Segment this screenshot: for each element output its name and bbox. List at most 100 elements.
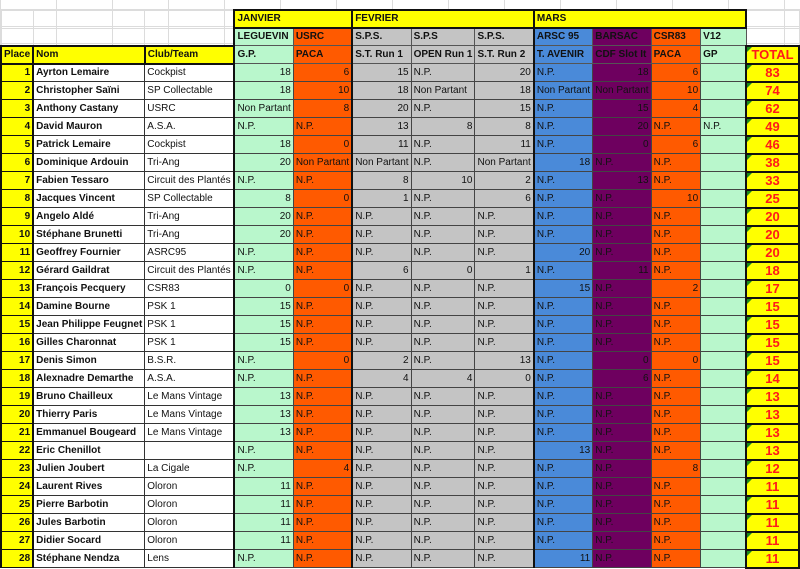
score-cell[interactable]: N.P.: [650, 369, 702, 388]
place-cell[interactable]: 20: [0, 405, 35, 424]
score-cell[interactable]: 15: [233, 333, 294, 352]
score-cell[interactable]: N.P.: [233, 351, 294, 370]
total-cell[interactable]: 62: [745, 98, 800, 119]
place-cell[interactable]: 21: [0, 423, 35, 442]
score-cell[interactable]: N.P.: [351, 333, 412, 352]
place-cell[interactable]: 24: [0, 477, 35, 496]
club-cell[interactable]: A.S.A.: [144, 117, 235, 136]
score-cell[interactable]: 15: [233, 315, 294, 334]
score-cell[interactable]: N.P.: [592, 441, 652, 460]
empty-cell[interactable]: [32, 27, 146, 46]
score-cell[interactable]: N.P.: [592, 459, 652, 478]
score-cell[interactable]: Non Partant: [532, 81, 594, 100]
score-cell[interactable]: 13: [474, 351, 535, 370]
name-cell[interactable]: Pierre Barbotin: [32, 495, 146, 514]
score-cell[interactable]: [700, 63, 747, 82]
score-cell[interactable]: N.P.: [292, 171, 353, 190]
score-cell[interactable]: Non Partant: [292, 153, 353, 172]
name-cell[interactable]: Thierry Paris: [32, 405, 146, 424]
score-cell[interactable]: N.P.: [592, 531, 652, 550]
place-cell[interactable]: 22: [0, 441, 35, 460]
score-cell[interactable]: N.P.: [592, 315, 652, 334]
total-cell[interactable]: 20: [745, 242, 800, 263]
club-cell[interactable]: La Cigale: [144, 459, 235, 478]
month-header[interactable]: FEVRIER: [351, 9, 535, 29]
score-cell[interactable]: N.P.: [233, 243, 294, 262]
score-cell[interactable]: 18: [532, 153, 594, 172]
place-cell[interactable]: 27: [0, 531, 35, 550]
club-cell[interactable]: SP Collectable: [144, 189, 235, 208]
club-cell[interactable]: PSK 1: [144, 333, 235, 352]
name-cell[interactable]: Alexnadre Demarthe: [32, 369, 146, 388]
score-cell[interactable]: 0: [292, 135, 353, 154]
score-cell[interactable]: N.P.: [474, 441, 535, 460]
score-cell[interactable]: 8: [292, 99, 353, 118]
score-cell[interactable]: N.P.: [233, 117, 294, 136]
score-cell[interactable]: 0: [650, 351, 702, 370]
empty-cell[interactable]: [144, 9, 235, 29]
place-cell[interactable]: 25: [0, 495, 35, 514]
score-cell[interactable]: N.P.: [474, 459, 535, 478]
score-cell[interactable]: N.P.: [532, 225, 594, 244]
score-cell[interactable]: 10: [650, 81, 702, 100]
score-cell[interactable]: [700, 405, 747, 424]
score-cell[interactable]: N.P.: [592, 495, 652, 514]
score-cell[interactable]: [700, 153, 747, 172]
score-cell[interactable]: N.P.: [650, 297, 702, 316]
score-cell[interactable]: N.P.: [592, 477, 652, 496]
name-cell[interactable]: Eric Chenillot: [32, 441, 146, 460]
score-cell[interactable]: N.P.: [474, 423, 535, 442]
score-cell[interactable]: [700, 477, 747, 496]
name-cell[interactable]: Geoffrey Fournier: [32, 243, 146, 262]
place-cell[interactable]: 19: [0, 387, 35, 406]
score-cell[interactable]: [700, 261, 747, 280]
score-cell[interactable]: 20: [233, 225, 294, 244]
place-cell[interactable]: 6: [0, 153, 35, 172]
name-cell[interactable]: Anthony Castany: [32, 99, 146, 118]
total-cell[interactable]: 15: [745, 350, 800, 371]
score-cell[interactable]: 0: [292, 279, 353, 298]
score-cell[interactable]: Non Partant: [410, 81, 476, 100]
score-cell[interactable]: 15: [592, 99, 652, 118]
score-cell[interactable]: 15: [351, 63, 412, 82]
score-cell[interactable]: [700, 459, 747, 478]
total-cell[interactable]: 49: [745, 116, 800, 137]
score-cell[interactable]: N.P.: [292, 243, 353, 262]
total-cell[interactable]: 83: [745, 62, 800, 83]
score-cell[interactable]: N.P.: [410, 315, 476, 334]
total-cell[interactable]: 18: [745, 260, 800, 281]
empty-cell[interactable]: [144, 27, 235, 46]
score-cell[interactable]: Non Partant: [592, 81, 652, 100]
score-cell[interactable]: [700, 243, 747, 262]
score-cell[interactable]: 8: [474, 117, 535, 136]
score-cell[interactable]: Non Partant: [233, 99, 294, 118]
score-cell[interactable]: 20: [532, 243, 594, 262]
name-cell[interactable]: Stéphane Nendza: [32, 549, 146, 568]
empty-cell[interactable]: [0, 27, 34, 46]
name-cell[interactable]: Angelo Aldé: [32, 207, 146, 226]
score-cell[interactable]: N.P.: [592, 333, 652, 352]
score-cell[interactable]: N.P.: [410, 135, 476, 154]
empty-cell[interactable]: [0, 9, 34, 29]
score-cell[interactable]: N.P.: [292, 423, 353, 442]
club-cell[interactable]: Oloron: [144, 513, 235, 532]
club-cell[interactable]: PSK 1: [144, 315, 235, 334]
total-cell[interactable]: 13: [745, 422, 800, 443]
score-cell[interactable]: 0: [410, 261, 476, 280]
club-cell[interactable]: Oloron: [144, 477, 235, 496]
score-cell[interactable]: N.P.: [351, 441, 412, 460]
place-cell[interactable]: 9: [0, 207, 35, 226]
place-cell[interactable]: 28: [0, 549, 35, 568]
score-cell[interactable]: N.P.: [532, 189, 594, 208]
event-header[interactable]: PACA: [292, 45, 353, 64]
score-cell[interactable]: N.P.: [410, 153, 476, 172]
score-cell[interactable]: N.P.: [292, 531, 353, 550]
score-cell[interactable]: N.P.: [410, 279, 476, 298]
score-cell[interactable]: N.P.: [351, 315, 412, 334]
name-cell[interactable]: David Mauron: [32, 117, 146, 136]
empty-cell[interactable]: [745, 9, 800, 29]
score-cell[interactable]: 20: [474, 63, 535, 82]
score-cell[interactable]: 10: [410, 171, 476, 190]
club-cell[interactable]: Circuit des Plantés: [144, 171, 235, 190]
score-cell[interactable]: 13: [233, 423, 294, 442]
